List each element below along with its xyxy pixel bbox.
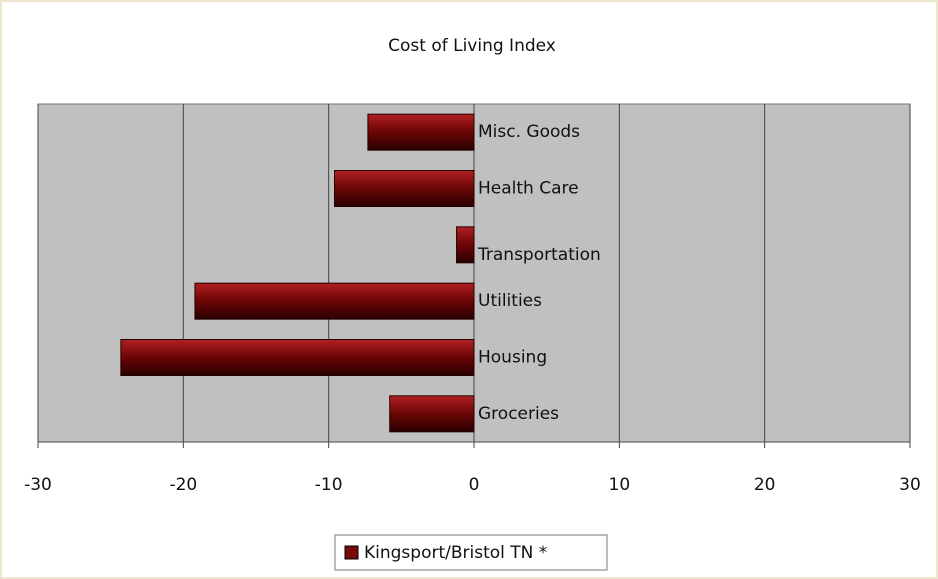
x-tick-label: -20 bbox=[169, 475, 197, 495]
bar bbox=[120, 339, 475, 376]
x-tick-label: -10 bbox=[315, 475, 343, 495]
x-tick-label: 30 bbox=[899, 475, 921, 495]
bar bbox=[194, 282, 475, 320]
category-label: Health Care bbox=[478, 179, 579, 199]
bar bbox=[389, 395, 475, 433]
category-label: Housing bbox=[478, 348, 547, 368]
category-label: Groceries bbox=[478, 404, 559, 424]
x-tick-label: 0 bbox=[469, 475, 480, 495]
x-tick-label: 20 bbox=[754, 475, 776, 495]
legend-label: Kingsport/Bristol TN * bbox=[364, 543, 547, 563]
legend-swatch bbox=[344, 545, 359, 560]
bar bbox=[456, 226, 475, 264]
x-tick-label: -30 bbox=[24, 475, 52, 495]
bar bbox=[367, 113, 475, 151]
category-label: Utilities bbox=[478, 291, 542, 311]
category-label: Transportation bbox=[477, 245, 601, 265]
category-label: Misc. Goods bbox=[478, 122, 580, 142]
chart-title: Cost of Living Index bbox=[388, 36, 556, 56]
x-tick-label: 10 bbox=[609, 475, 631, 495]
legend bbox=[334, 534, 608, 571]
bar bbox=[333, 170, 475, 207]
